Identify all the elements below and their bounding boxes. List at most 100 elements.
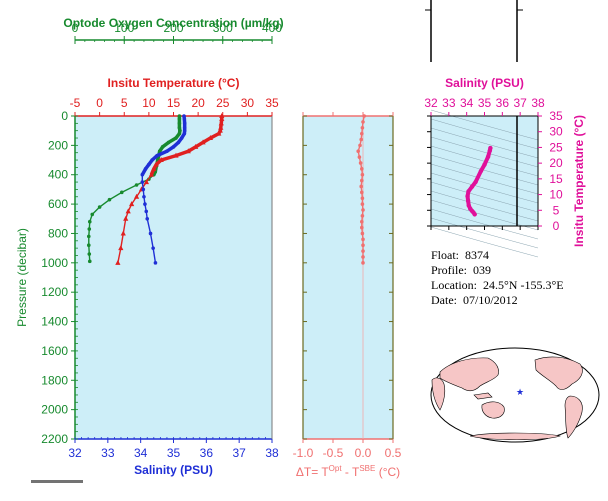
temperature-tick-label: 30 bbox=[241, 96, 255, 110]
footer-code bbox=[31, 480, 83, 483]
oxygen-tick-label: 0 bbox=[72, 21, 79, 35]
delta-t-point bbox=[357, 155, 362, 159]
temperature-tick-label: -5 bbox=[70, 96, 81, 110]
salinity-point bbox=[140, 172, 145, 177]
pressure-tick-label: 2200 bbox=[41, 432, 68, 446]
delta-t-plot-background bbox=[303, 116, 393, 439]
ts-temperature-tick-label: 5 bbox=[553, 203, 560, 217]
profile-label: Profile: bbox=[431, 263, 467, 277]
salinity-point bbox=[144, 209, 149, 214]
salinity-point bbox=[182, 125, 187, 130]
delta-t-point bbox=[360, 125, 365, 130]
temperature-point bbox=[218, 120, 224, 126]
ts-temperature-axis-title: Insitu Temperature (°C) bbox=[572, 115, 586, 247]
salinity-point bbox=[155, 153, 159, 158]
delta-t-point bbox=[360, 231, 365, 236]
salinity-point bbox=[141, 187, 146, 192]
oxygen-point bbox=[86, 243, 91, 247]
delta-t-point bbox=[360, 196, 365, 201]
salinity-point bbox=[182, 121, 187, 126]
temperature-tick-label: 15 bbox=[167, 96, 181, 110]
profile-row: Profile: 039 bbox=[431, 263, 564, 278]
float-label: Float: bbox=[431, 248, 460, 262]
delta-t-panel: -1.0 -0.5 0.0 0.5 ΔT= TOpt - TSBE (°C) bbox=[293, 112, 402, 479]
ts-salinity-tick-label: 32 bbox=[424, 96, 438, 110]
delta-t-point bbox=[360, 172, 365, 177]
land-south-america bbox=[564, 395, 583, 439]
density-contour bbox=[430, 190, 539, 222]
ts-salinity-tick-label: 33 bbox=[442, 96, 456, 110]
salinity-point bbox=[176, 140, 181, 145]
delta-t-tick-label: 0.5 bbox=[385, 446, 402, 460]
date-value: 07/10/2012 bbox=[463, 293, 518, 307]
salinity-point bbox=[153, 261, 158, 265]
oxygen-point bbox=[107, 197, 112, 202]
delta-t-point bbox=[358, 143, 362, 148]
delta-t-point bbox=[360, 225, 364, 230]
salinity-tick-label: 35 bbox=[167, 446, 181, 460]
temperature-point bbox=[133, 193, 140, 199]
density-contour bbox=[430, 181, 539, 213]
delta-t-point bbox=[361, 255, 365, 259]
pressure-tick-label: 400 bbox=[48, 168, 68, 182]
ts-point bbox=[465, 193, 470, 199]
density-contour bbox=[430, 154, 539, 186]
ts-point bbox=[478, 168, 484, 174]
oxygen-point bbox=[87, 252, 92, 256]
land-asia bbox=[439, 357, 499, 392]
pressure-tick-label: 200 bbox=[48, 138, 68, 152]
salinity-point bbox=[182, 114, 186, 118]
delta-t-point bbox=[360, 190, 364, 195]
pressure-tick-label: 2000 bbox=[41, 403, 68, 417]
delta-t-title-superscript: SBE bbox=[359, 464, 375, 473]
delta-t-point bbox=[361, 208, 365, 212]
density-contour bbox=[430, 199, 539, 231]
density-contour bbox=[430, 172, 539, 204]
float-id: 8374 bbox=[465, 248, 490, 262]
density-contour bbox=[430, 127, 539, 159]
salinity-point bbox=[148, 231, 153, 236]
salinity-point bbox=[142, 194, 146, 199]
ts-point bbox=[469, 184, 475, 189]
salinity-point bbox=[179, 136, 184, 140]
ts-temperature-tick-label: 10 bbox=[549, 188, 563, 202]
pressure-tick-label: 1000 bbox=[41, 256, 68, 270]
ts-temperature-tick-label: 15 bbox=[549, 172, 563, 186]
ts-temperature-tick-label: 20 bbox=[549, 156, 563, 170]
salinity-tick-label: 37 bbox=[232, 446, 246, 460]
temperature-point bbox=[148, 171, 154, 177]
temperature-point bbox=[151, 165, 157, 171]
density-contour bbox=[430, 109, 539, 141]
delta-t-point bbox=[360, 219, 364, 224]
density-contour bbox=[430, 217, 539, 249]
delta-t-point bbox=[360, 167, 364, 171]
density-contour bbox=[430, 136, 539, 168]
temperature-point bbox=[118, 245, 124, 251]
oxygen-point bbox=[177, 117, 182, 121]
salinity-tick-label: 36 bbox=[200, 446, 214, 460]
ts-temperature-tick-label: 30 bbox=[549, 125, 563, 139]
location-map: ★ bbox=[430, 347, 600, 443]
ts-salinity-tick-label: 34 bbox=[460, 96, 474, 110]
temperature-point bbox=[115, 259, 121, 265]
ts-point bbox=[487, 148, 493, 153]
oxygen-point bbox=[177, 131, 182, 136]
float-location-marker: ★ bbox=[516, 388, 524, 398]
oxygen-point bbox=[119, 190, 124, 195]
oxygen-point bbox=[177, 125, 182, 130]
temperature-axis-title: Insitu Temperature (°C) bbox=[108, 76, 240, 90]
ts-salinity-tick-label: 37 bbox=[513, 96, 527, 110]
pressure-tick-label: 1200 bbox=[41, 285, 68, 299]
delta-t-point bbox=[361, 237, 365, 242]
salinity-point bbox=[182, 128, 187, 133]
land-australia bbox=[481, 401, 505, 419]
pressure-tick-label: 1400 bbox=[41, 315, 68, 329]
temperature-point bbox=[218, 124, 224, 130]
oxygen-point bbox=[97, 205, 102, 209]
temperature-point bbox=[123, 215, 129, 221]
salinity-point bbox=[165, 149, 169, 154]
oxygen-tick-label: 100 bbox=[114, 21, 134, 35]
oxygen-point bbox=[178, 128, 182, 133]
